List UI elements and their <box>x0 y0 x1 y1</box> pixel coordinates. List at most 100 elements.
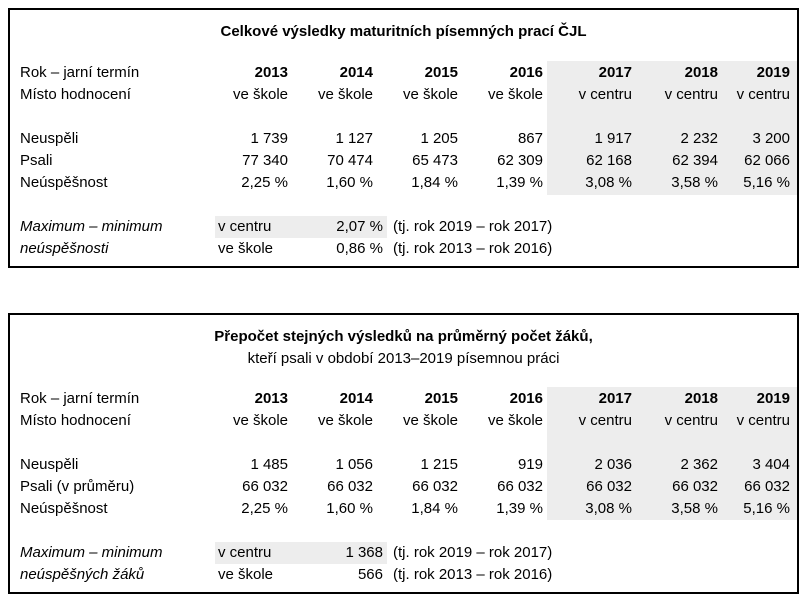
summary-value: 0,86 % <box>336 240 383 257</box>
data-cell: 2 232 <box>680 130 718 147</box>
place-row-label: Místo hodnocení <box>20 86 131 103</box>
year-header-2014: 2014 <box>339 64 373 81</box>
table2-title-block: Přepočet stejných výsledků na průměrný p… <box>10 326 797 370</box>
row-label: Neuspěli <box>20 456 79 473</box>
table2-grid: Rok – jarní termín 2013 2014 2015 2016 2… <box>20 388 790 520</box>
place-cell: ve škole <box>317 86 373 103</box>
year-header-2013: 2013 <box>254 390 288 407</box>
data-cell: 3,58 % <box>671 500 718 517</box>
data-cell: 62 168 <box>586 152 632 169</box>
summary-row-min: neúspěšných žáků ve škole 566 (tj. rok 2… <box>20 564 793 586</box>
year-header-2013: 2013 <box>254 64 288 81</box>
data-cell: 3,58 % <box>671 174 718 191</box>
data-cell: 1 056 <box>335 456 373 473</box>
year-header-2017: 2017 <box>598 390 632 407</box>
summary-cell: ve škole 566 <box>215 564 387 586</box>
summary-label: Maximum – minimum <box>20 218 163 235</box>
data-cell: 1 205 <box>420 130 458 147</box>
data-cell: 66 032 <box>586 478 632 495</box>
year-row-label: Rok – jarní termín <box>20 390 140 407</box>
table2-row-neuspesnost: Neúspěšnost 2,25 % 1,60 % 1,84 % 1,39 % … <box>20 498 790 520</box>
year-header-2015: 2015 <box>424 390 458 407</box>
data-cell: 2 362 <box>680 456 718 473</box>
place-cell: v centru <box>736 412 790 429</box>
summary-note: (tj. rok 2013 – rok 2016) <box>393 566 553 583</box>
place-cell: ve škole <box>487 86 543 103</box>
row-label: Psali <box>20 152 53 169</box>
place-cell: ve škole <box>232 412 288 429</box>
summary-row-min: neúspěšnosti ve škole 0,86 % (tj. rok 20… <box>20 238 793 260</box>
table1-year-row: Rok – jarní termín 2013 2014 2015 2016 2… <box>20 62 790 84</box>
data-cell: 1,60 % <box>326 174 373 191</box>
summary-label: neúspěšnosti <box>20 240 109 257</box>
data-cell: 66 032 <box>497 478 543 495</box>
year-header-2017: 2017 <box>598 64 632 81</box>
data-cell: 919 <box>517 456 543 473</box>
data-cell: 66 032 <box>242 478 288 495</box>
summary-note: (tj. rok 2019 – rok 2017) <box>393 218 553 235</box>
place-cell: ve škole <box>487 412 543 429</box>
summary-cell: ve škole 0,86 % <box>215 238 387 260</box>
place-cell: v centru <box>664 86 718 103</box>
data-cell: 5,16 % <box>743 174 790 191</box>
summary-place: ve škole <box>218 566 274 583</box>
table1-summary: Maximum – minimum v centru 2,07 % (tj. r… <box>20 216 793 260</box>
data-cell: 2 036 <box>594 456 632 473</box>
table2-title-line1: Přepočet stejných výsledků na průměrný p… <box>214 328 593 345</box>
data-cell: 3 200 <box>752 130 790 147</box>
summary-row-max: Maximum – minimum v centru 1 368 (tj. ro… <box>20 542 793 564</box>
place-cell: v centru <box>736 86 790 103</box>
place-cell: ve škole <box>402 412 458 429</box>
summary-label: Maximum – minimum <box>20 544 163 561</box>
data-cell: 2,25 % <box>241 174 288 191</box>
spacer-row <box>20 432 790 454</box>
data-cell: 5,16 % <box>743 500 790 517</box>
data-cell: 62 394 <box>672 152 718 169</box>
year-header-2016: 2016 <box>509 390 543 407</box>
table2-title-line2: kteří psali v období 2013–2019 písemnou … <box>247 350 560 367</box>
table1-title-block: Celkové výsledky maturitních písemných p… <box>10 21 797 43</box>
place-cell: v centru <box>578 412 632 429</box>
summary-shaded-cell: v centru 1 368 <box>215 542 387 564</box>
summary-place: v centru <box>218 544 272 561</box>
summary-note: (tj. rok 2013 – rok 2016) <box>393 240 553 257</box>
table1-grid: Rok – jarní termín 2013 2014 2015 2016 2… <box>20 62 790 194</box>
table1-row-psali: Psali 77 340 70 474 65 473 62 309 62 168… <box>20 150 790 172</box>
data-cell: 65 473 <box>412 152 458 169</box>
center-columns-highlight <box>547 61 797 195</box>
data-cell: 70 474 <box>327 152 373 169</box>
place-cell: v centru <box>578 86 632 103</box>
data-cell: 867 <box>517 130 543 147</box>
table2-row-psali: Psali (v průměru) 66 032 66 032 66 032 6… <box>20 476 790 498</box>
table2-place-row: Místo hodnocení ve škole ve škole ve ško… <box>20 410 790 432</box>
place-row-label: Místo hodnocení <box>20 412 131 429</box>
data-cell: 1 739 <box>250 130 288 147</box>
data-cell: 66 032 <box>744 478 790 495</box>
data-cell: 1,39 % <box>496 174 543 191</box>
panel-recalculated-results: Přepočet stejných výsledků na průměrný p… <box>8 313 799 594</box>
data-cell: 1 917 <box>594 130 632 147</box>
spacer-row <box>20 106 790 128</box>
place-cell: ve škole <box>402 86 458 103</box>
summary-place: ve škole <box>218 240 274 257</box>
year-header-2019: 2019 <box>756 390 790 407</box>
table1-row-neuspeli: Neuspěli 1 739 1 127 1 205 867 1 917 2 2… <box>20 128 790 150</box>
table2-year-row: Rok – jarní termín 2013 2014 2015 2016 2… <box>20 388 790 410</box>
data-cell: 3,08 % <box>585 174 632 191</box>
row-label: Neúspěšnost <box>20 500 108 517</box>
year-row-label: Rok – jarní termín <box>20 64 140 81</box>
table1-title: Celkové výsledky maturitních písemných p… <box>220 23 587 40</box>
summary-row-max: Maximum – minimum v centru 2,07 % (tj. r… <box>20 216 793 238</box>
row-label: Neuspěli <box>20 130 79 147</box>
place-cell: v centru <box>664 412 718 429</box>
summary-value: 1 368 <box>345 544 383 561</box>
data-cell: 1 215 <box>420 456 458 473</box>
center-columns-highlight <box>547 387 797 520</box>
year-header-2015: 2015 <box>424 64 458 81</box>
summary-value: 2,07 % <box>336 218 383 235</box>
summary-note: (tj. rok 2019 – rok 2017) <box>393 544 553 561</box>
panel-overall-results: Celkové výsledky maturitních písemných p… <box>8 8 799 268</box>
year-header-2018: 2018 <box>684 64 718 81</box>
data-cell: 1,84 % <box>411 174 458 191</box>
year-header-2018: 2018 <box>684 390 718 407</box>
